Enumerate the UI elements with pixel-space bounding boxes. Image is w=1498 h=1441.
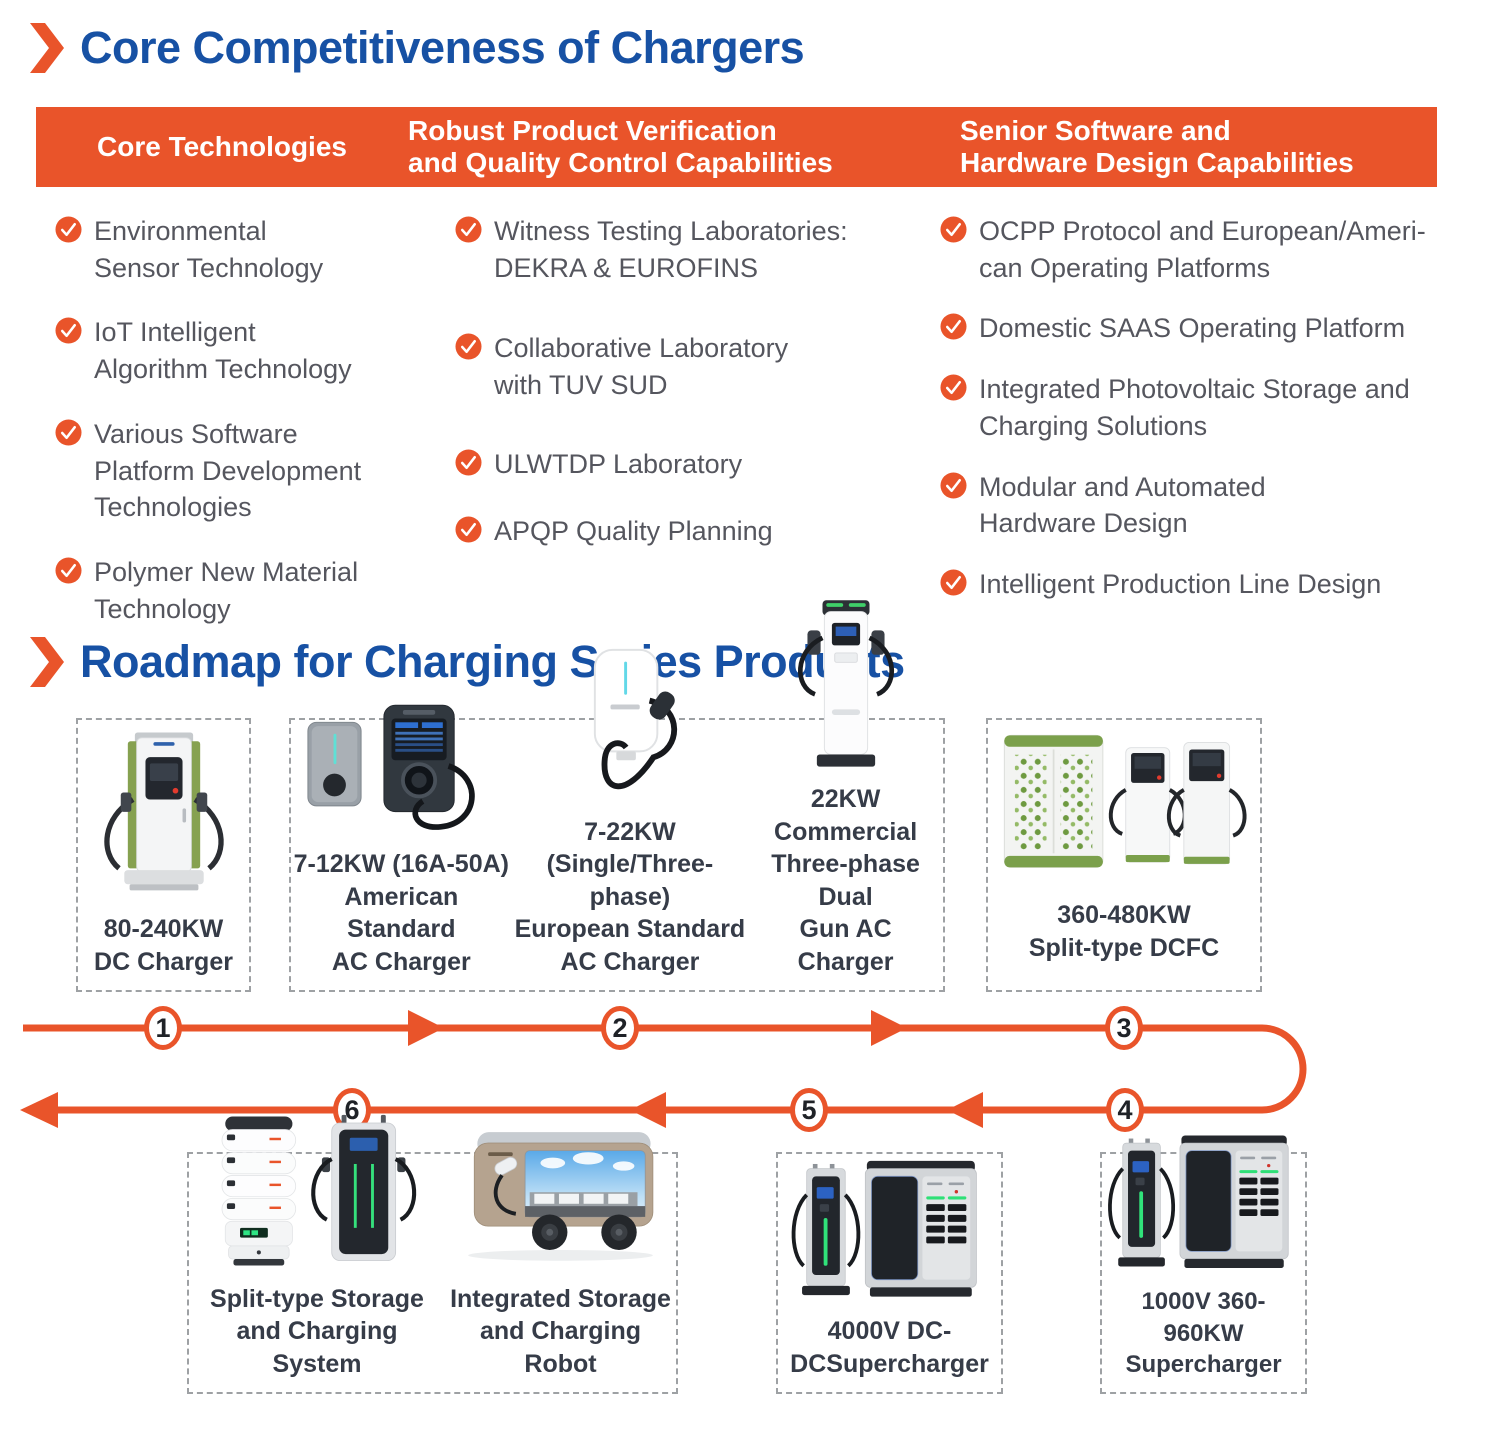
- product-group: 7-22KW (Single/Three-phase) European Sta…: [512, 648, 749, 990]
- product-label: 1000V 360-960KW Supercharger: [1125, 1288, 1282, 1378]
- chevron-bullet-icon: [30, 637, 64, 687]
- check-item-label: Witness Testing Laboratories: DEKRA & EU…: [494, 216, 848, 283]
- european-ac-charger-image: [512, 644, 749, 810]
- section2-title: Roadmap for Charging Series Products: [30, 636, 905, 688]
- check-item: Polymer New Material Technology: [55, 554, 455, 627]
- product-group: 80-240KW DC Charger: [78, 720, 249, 990]
- check-item: Domestic SAAS Operating Platform: [940, 310, 1460, 347]
- product-label: 360-480KW Split-type DCFC: [1028, 901, 1220, 962]
- column-software-hardware: OCPP Protocol and European/Ameri- can Op…: [940, 213, 1460, 627]
- charging-robot-image: [445, 1109, 676, 1277]
- dual-gun-ac-charger-image: [748, 589, 943, 777]
- chevron-bullet-icon: [30, 23, 64, 73]
- product-group: 7-12KW (16A-50A) American Standard AC Ch…: [291, 704, 512, 990]
- roadmap-step-5: 5: [790, 1088, 828, 1132]
- page-title: Core Competitiveness of Chargers: [80, 22, 805, 73]
- split-storage-system-image: [189, 1105, 445, 1277]
- product-box-dcdc-supercharger: 4000V DC- DCSupercharger: [776, 1152, 1003, 1394]
- check-item-label: IoT Intelligent Algorithm Technology: [94, 317, 352, 385]
- check-item-label: Collaborative Laboratory with TUV SUD: [494, 333, 789, 401]
- roadmap-step-1: 1: [144, 1006, 182, 1050]
- product-group: 22KW Commercial Three-phase Dual Gun AC …: [748, 600, 943, 990]
- check-item-label: Polymer New Material Technology: [94, 557, 359, 624]
- check-item-label: Various Software Platform Development Te…: [94, 418, 362, 523]
- check-icon: [55, 317, 82, 344]
- check-icon: [940, 569, 967, 596]
- check-item: OCPP Protocol and European/Ameri- can Op…: [940, 213, 1460, 286]
- product-label: Split-type Storage and Charging System: [210, 1284, 424, 1378]
- check-icon: [940, 374, 967, 401]
- check-item: Modular and Automated Hardware Design: [940, 469, 1460, 542]
- roadmap-step-2: 2: [601, 1006, 639, 1050]
- roadmap-step-3: 3: [1105, 1006, 1143, 1050]
- product-group: 360-480KW Split-type DCFC: [988, 720, 1260, 990]
- check-icon: [455, 516, 482, 543]
- split-dcfc-image: [988, 715, 1260, 893]
- product-label: 22KW Commercial Three-phase Dual Gun AC …: [771, 785, 920, 976]
- product-label: 4000V DC- DCSupercharger: [790, 1317, 989, 1378]
- check-item: APQP Quality Planning: [455, 513, 940, 550]
- product-box-split-dcfc: 360-480KW Split-type DCFC: [986, 718, 1262, 992]
- american-ac-charger-image: [291, 690, 512, 842]
- check-icon: [455, 333, 482, 360]
- check-icon: [55, 419, 82, 446]
- product-label: 7-22KW (Single/Three-phase) European Sta…: [514, 817, 746, 976]
- roadmap-step-4: 4: [1106, 1088, 1144, 1132]
- column-header-core-technologies: Core Technologies: [97, 130, 347, 162]
- check-item-label: Modular and Automated Hardware Design: [979, 471, 1266, 539]
- column-header-software-hardware: Senior Software and Hardware Design Capa…: [960, 114, 1354, 178]
- dc-charger-image: [78, 715, 249, 907]
- product-label: 80-240KW DC Charger: [94, 915, 233, 976]
- check-item: Various Software Platform Development Te…: [55, 416, 455, 526]
- product-label: 7-12KW (16A-50A) American Standard AC Ch…: [293, 850, 509, 976]
- product-group: 1000V 360-960KW Supercharger: [1102, 1135, 1305, 1392]
- check-item-label: Integrated Photovoltaic Storage and Char…: [979, 374, 1410, 441]
- check-icon: [55, 557, 82, 584]
- check-item-label: Domestic SAAS Operating Platform: [979, 313, 1406, 344]
- check-item: Collaborative Laboratory with TUV SUD: [455, 330, 940, 403]
- product-box-storage-charging: Split-type Storage and Charging System: [187, 1114, 678, 1394]
- check-item-label: OCPP Protocol and European/Ameri- can Op…: [979, 216, 1426, 283]
- product-box-ac-chargers: 7-12KW (16A-50A) American Standard AC Ch…: [289, 600, 945, 992]
- product-group: Split-type Storage and Charging System: [189, 1114, 445, 1392]
- check-icon: [940, 216, 967, 243]
- check-icon: [55, 216, 82, 243]
- column-core-technologies: Environmental Sensor Technology IoT Inte…: [55, 213, 455, 627]
- dcdc-supercharger-image: [778, 1147, 1001, 1309]
- check-item: Witness Testing Laboratories: DEKRA & EU…: [455, 213, 940, 286]
- check-item-label: Intelligent Production Line Design: [979, 569, 1382, 600]
- check-item: Intelligent Production Line Design: [940, 566, 1460, 603]
- product-label: Integrated Storage and Charging Robot: [450, 1284, 671, 1378]
- product-group: 4000V DC- DCSupercharger: [778, 1154, 1001, 1392]
- roadmap-diagram: 1 2 3 4 5 6: [0, 600, 1498, 1441]
- check-icon: [455, 449, 482, 476]
- check-item-label: Environmental Sensor Technology: [94, 216, 324, 283]
- check-item: ULWTDP Laboratory: [455, 446, 940, 483]
- capability-header-bar: Core Technologies Robust Product Verific…: [36, 107, 1437, 187]
- check-item-label: APQP Quality Planning: [494, 515, 773, 546]
- check-icon: [940, 472, 967, 499]
- section1-title: Core Competitiveness of Chargers: [30, 22, 805, 74]
- product-box-supercharger: 1000V 360-960KW Supercharger: [1100, 1135, 1307, 1394]
- check-item: Environmental Sensor Technology: [55, 213, 455, 286]
- check-item: Integrated Photovoltaic Storage and Char…: [940, 371, 1460, 444]
- check-item: IoT Intelligent Algorithm Technology: [55, 314, 455, 387]
- check-icon: [455, 216, 482, 243]
- supercharger-image: [1102, 1122, 1305, 1280]
- roadmap-title: Roadmap for Charging Series Products: [80, 636, 905, 687]
- capability-columns: Environmental Sensor Technology IoT Inte…: [55, 213, 1475, 627]
- product-box-dc-charger: 80-240KW DC Charger: [76, 718, 251, 992]
- check-item-label: ULWTDP Laboratory: [494, 448, 743, 479]
- product-group: Integrated Storage and Charging Robot: [445, 1131, 676, 1392]
- column-product-verification: Witness Testing Laboratories: DEKRA & EU…: [455, 213, 940, 627]
- check-icon: [940, 313, 967, 340]
- column-header-product-verification: Robust Product Verification and Quality …: [408, 114, 833, 178]
